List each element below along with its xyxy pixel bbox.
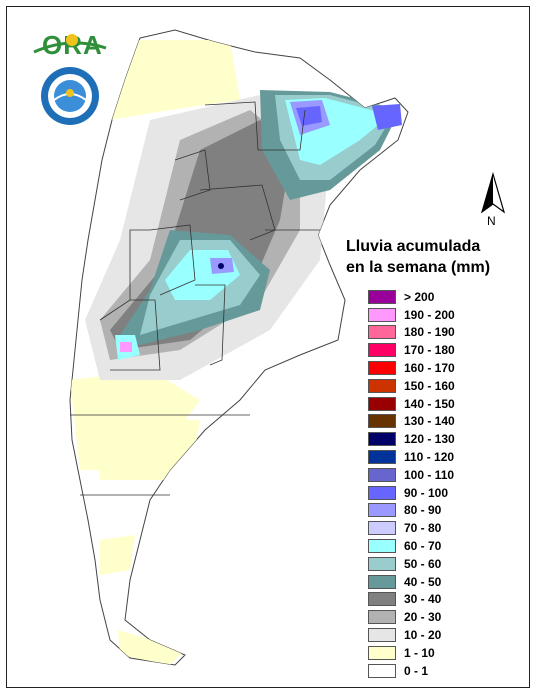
legend-label: 190 - 200 (404, 307, 455, 322)
legend-title-line-2: en la semana (mm) (346, 259, 491, 276)
legend-swatch (368, 378, 396, 393)
legend-item: 140 - 150 (368, 395, 508, 413)
legend-item: 180 - 190 (368, 324, 508, 342)
legend-item: 90 - 100 (368, 484, 508, 502)
legend-label: 60 - 70 (404, 539, 442, 554)
legend-swatch (368, 325, 396, 340)
legend-swatch (368, 467, 396, 482)
legend-label: 30 - 40 (404, 592, 442, 607)
legend-label: 100 - 110 (404, 467, 455, 482)
legend-item: 1 - 10 (368, 644, 508, 662)
legend-item: 160 - 170 (368, 359, 508, 377)
legend-swatch (368, 663, 396, 678)
ora-logo-icon (33, 34, 107, 54)
legend-item: 0 - 1 (368, 662, 508, 680)
legend-title: Lluvia acumulada en la semana (mm) (346, 236, 516, 278)
legend-title-line-1: Lluvia acumulada (346, 238, 481, 255)
legend-label: 80 - 90 (404, 503, 442, 518)
legend-label: 130 - 140 (404, 414, 455, 429)
legend-label: 0 - 1 (404, 663, 429, 678)
legend-swatch (368, 432, 396, 447)
legend-label: 110 - 120 (404, 450, 455, 465)
legend-item: 120 - 130 (368, 430, 508, 448)
legend-swatch (368, 307, 396, 322)
legend-label: 150 - 160 (404, 378, 455, 393)
legend-swatch (368, 628, 396, 643)
legend-item: 80 - 90 (368, 502, 508, 520)
legend-swatch (368, 592, 396, 607)
legend-item: 30 - 40 (368, 591, 508, 609)
legend-swatch (368, 396, 396, 411)
legend-swatch (368, 610, 396, 625)
legend-swatch (368, 521, 396, 536)
north-label: N (487, 214, 496, 228)
legend-item: 50 - 60 (368, 555, 508, 573)
legend-item: 20 - 30 (368, 608, 508, 626)
rainfall-legend: > 200 190 - 200 180 - 190 170 - 180 160 - 17… (368, 288, 508, 680)
legend-swatch (368, 574, 396, 589)
legend-item: 190 - 200 (368, 306, 508, 324)
legend-swatch (368, 343, 396, 358)
legend-swatch (368, 645, 396, 660)
legend-item: 10 - 20 (368, 626, 508, 644)
legend-item: 150 - 160 (368, 377, 508, 395)
legend-item: 40 - 50 (368, 573, 508, 591)
legend-item: 130 - 140 (368, 413, 508, 431)
legend-item: 100 - 110 (368, 466, 508, 484)
legend-swatch (368, 485, 396, 500)
legend-item: 110 - 120 (368, 448, 508, 466)
legend-label: 50 - 60 (404, 556, 442, 571)
legend-label: 70 - 80 (404, 521, 442, 536)
legend-label: 10 - 20 (404, 628, 442, 643)
rainfall-contours (70, 40, 402, 665)
legend-label: 140 - 150 (404, 396, 455, 411)
province-boundaries (70, 101, 320, 496)
legend-label: 160 - 170 (404, 361, 455, 376)
legend-swatch (368, 414, 396, 429)
legend-item: > 200 (368, 288, 508, 306)
legend-label: 90 - 100 (404, 485, 449, 500)
legend-swatch (368, 539, 396, 554)
legend-label: 170 - 180 (404, 343, 455, 358)
legend-label: 120 - 130 (404, 432, 455, 447)
legend-swatch (368, 361, 396, 376)
legend-label: > 200 (404, 289, 435, 304)
legend-label: 40 - 50 (404, 574, 442, 589)
servicio-meteorologico-seal-icon (41, 67, 99, 125)
legend-item: 60 - 70 (368, 537, 508, 555)
legend-swatch (368, 450, 396, 465)
legend-swatch (368, 556, 396, 571)
legend-swatch (368, 289, 396, 304)
legend-item: 70 - 80 (368, 519, 508, 537)
legend-label: 20 - 30 (404, 610, 442, 625)
legend-swatch (368, 503, 396, 518)
legend-label: 180 - 190 (404, 325, 455, 340)
legend-item: 170 - 180 (368, 341, 508, 359)
north-arrow-icon (480, 172, 506, 214)
legend-label: 1 - 10 (404, 645, 435, 660)
